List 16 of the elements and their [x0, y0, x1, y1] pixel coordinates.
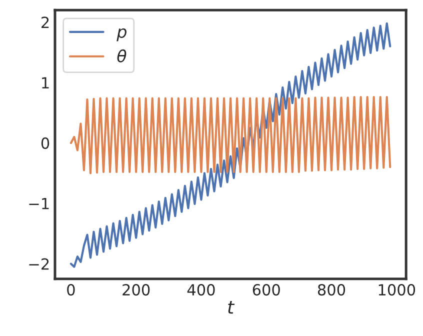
x-tick-label: 800: [318, 284, 346, 296]
y-tick-label: −2: [29, 258, 49, 270]
y-tick-label: −1: [29, 198, 49, 210]
x-axis-title: t: [228, 300, 235, 314]
x-tick-label: 0: [67, 284, 75, 296]
x-tick-label: 200: [122, 284, 150, 296]
legend-label: θ: [117, 49, 126, 62]
legend-label: p: [116, 28, 126, 42]
x-tick-label: 1000: [378, 284, 416, 296]
y-tick-label: 2: [42, 16, 49, 28]
line-series: [70, 22, 392, 268]
y-tick-label: 0: [41, 137, 50, 149]
x-tick-label: 600: [252, 284, 280, 296]
line-series: [70, 96, 392, 174]
x-tick-label: 400: [187, 284, 215, 296]
y-tick-label: 1: [42, 77, 49, 88]
